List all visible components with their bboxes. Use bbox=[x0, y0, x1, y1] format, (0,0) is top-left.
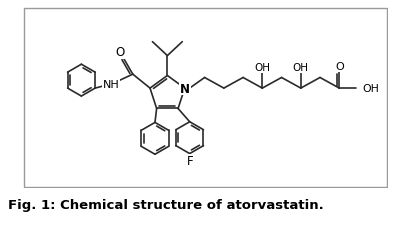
Text: O: O bbox=[115, 46, 125, 59]
Text: OH: OH bbox=[363, 84, 379, 94]
Text: F: F bbox=[186, 155, 193, 168]
Text: N: N bbox=[180, 82, 190, 95]
Text: OH: OH bbox=[293, 63, 309, 73]
Text: Fig. 1: Chemical structure of atorvastatin.: Fig. 1: Chemical structure of atorvastat… bbox=[8, 198, 324, 211]
Text: OH: OH bbox=[254, 63, 270, 73]
Text: NH: NH bbox=[103, 80, 120, 90]
Text: O: O bbox=[335, 62, 344, 72]
